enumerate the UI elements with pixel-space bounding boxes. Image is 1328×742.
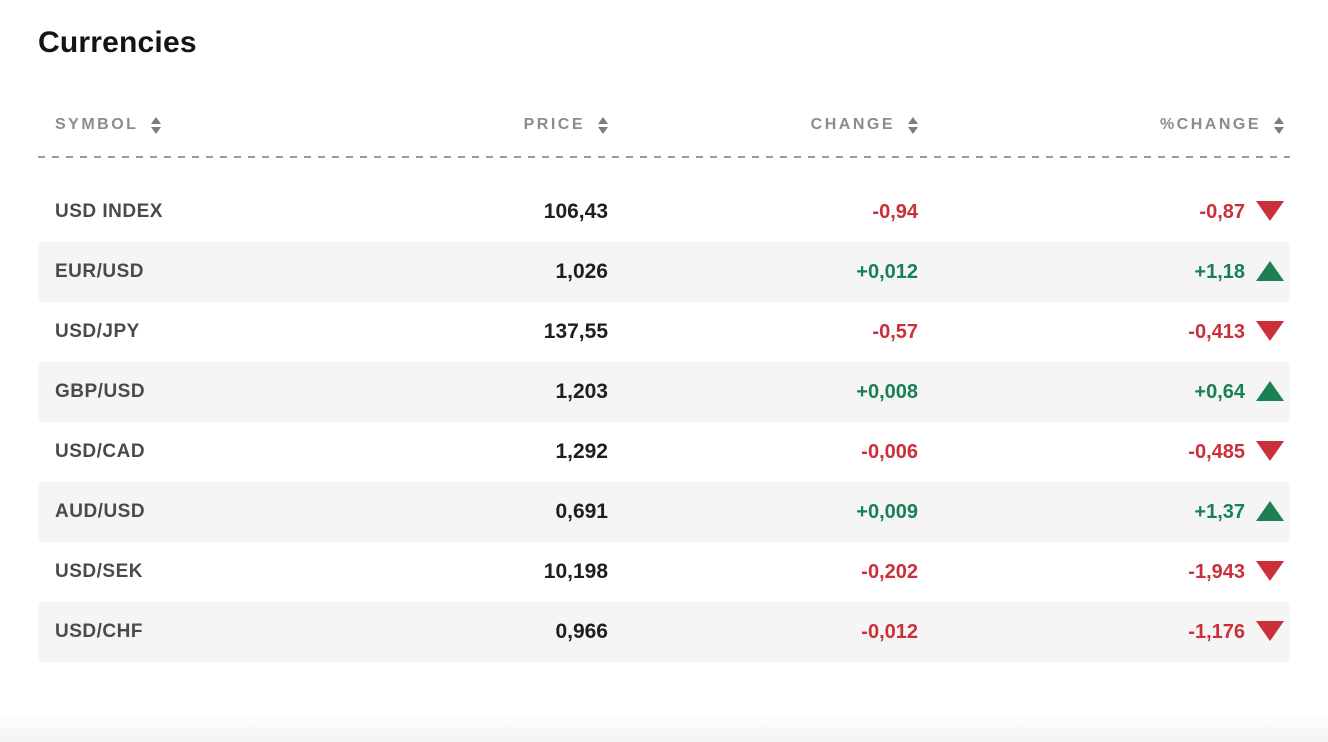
- down-triangle-icon: [1256, 321, 1284, 341]
- symbol-cell: GBP/USD: [55, 381, 146, 402]
- column-header-symbol[interactable]: SYMBOL: [38, 116, 368, 134]
- pct-change-value: -1,176: [1188, 620, 1245, 643]
- symbol-cell: USD/CAD: [55, 441, 146, 462]
- pct-change-value: -0,485: [1188, 440, 1245, 463]
- table-row[interactable]: GBP/USD 1,203 +0,008 +0,64: [38, 362, 1290, 422]
- table-body: USD INDEX 106,43 -0,94 -0,87 EUR/USD 1,0…: [38, 182, 1290, 662]
- change-cell: -0,202: [861, 560, 918, 583]
- up-triangle-icon: [1256, 261, 1284, 281]
- price-cell: 0,691: [555, 500, 608, 523]
- down-triangle-icon: [1256, 561, 1284, 581]
- column-header-change[interactable]: CHANGE: [608, 116, 918, 134]
- table-row[interactable]: USD INDEX 106,43 -0,94 -0,87: [38, 182, 1290, 242]
- pct-change-value: -1,943: [1188, 560, 1245, 583]
- table-row[interactable]: USD/CAD 1,292 -0,006 -0,485: [38, 422, 1290, 482]
- table-row[interactable]: AUD/USD 0,691 +0,009 +1,37: [38, 482, 1290, 542]
- sort-arrows-icon[interactable]: [908, 116, 918, 134]
- pct-change-value: -0,87: [1199, 200, 1245, 223]
- up-triangle-icon: [1256, 501, 1284, 521]
- pct-change-cell: +0,64: [918, 381, 1290, 404]
- change-cell: +0,012: [856, 260, 918, 283]
- sort-arrows-icon[interactable]: [598, 116, 608, 134]
- column-header-symbol-label: SYMBOL: [55, 116, 139, 133]
- pct-change-value: +1,37: [1194, 500, 1245, 523]
- price-cell: 10,198: [543, 560, 608, 583]
- symbol-cell: USD/SEK: [55, 561, 143, 582]
- table-row[interactable]: USD/SEK 10,198 -0,202 -1,943: [38, 542, 1290, 602]
- price-cell: 1,203: [555, 380, 608, 403]
- change-cell: +0,009: [856, 500, 918, 523]
- symbol-cell: AUD/USD: [55, 501, 146, 522]
- pct-change-cell: -0,87: [918, 201, 1290, 224]
- table-header-row: SYMBOL PRICE CHANGE %CHANGE: [38, 116, 1290, 158]
- pct-change-value: +0,64: [1194, 380, 1245, 403]
- symbol-cell: EUR/USD: [55, 261, 145, 282]
- price-cell: 1,292: [555, 440, 608, 463]
- pct-change-cell: +1,37: [918, 501, 1290, 524]
- change-cell: -0,006: [861, 440, 918, 463]
- symbol-cell: USD INDEX: [55, 201, 163, 222]
- column-header-price-label: PRICE: [523, 116, 585, 133]
- pct-change-cell: -1,176: [918, 621, 1290, 644]
- pct-change-cell: -0,413: [918, 321, 1290, 344]
- symbol-cell: USD/JPY: [55, 321, 140, 342]
- down-triangle-icon: [1256, 201, 1284, 221]
- currencies-widget: Currencies SYMBOL PRICE CHANGE %CHANGE U…: [38, 26, 1290, 662]
- change-cell: -0,94: [872, 200, 918, 223]
- pct-change-value: +1,18: [1194, 260, 1245, 283]
- column-header-price[interactable]: PRICE: [368, 116, 608, 134]
- down-triangle-icon: [1256, 441, 1284, 461]
- change-cell: +0,008: [856, 380, 918, 403]
- price-cell: 106,43: [543, 200, 608, 223]
- change-cell: -0,012: [861, 620, 918, 643]
- column-header-pct-change[interactable]: %CHANGE: [918, 116, 1290, 134]
- up-triangle-icon: [1256, 381, 1284, 401]
- table-row[interactable]: USD/JPY 137,55 -0,57 -0,413: [38, 302, 1290, 362]
- symbol-cell: USD/CHF: [55, 621, 143, 642]
- next-section-edge: [0, 712, 1328, 742]
- page-title: Currencies: [38, 26, 197, 59]
- sort-arrows-icon[interactable]: [151, 116, 162, 134]
- price-cell: 0,966: [555, 620, 608, 643]
- price-cell: 137,55: [543, 320, 608, 343]
- table-row[interactable]: USD/CHF 0,966 -0,012 -1,176: [38, 602, 1290, 662]
- pct-change-value: -0,413: [1188, 320, 1245, 343]
- pct-change-cell: +1,18: [918, 261, 1290, 284]
- column-header-pct-change-label: %CHANGE: [1159, 116, 1261, 133]
- column-header-change-label: CHANGE: [810, 116, 895, 133]
- price-cell: 1,026: [555, 260, 608, 283]
- change-cell: -0,57: [872, 320, 918, 343]
- sort-arrows-icon[interactable]: [1274, 116, 1284, 134]
- pct-change-cell: -1,943: [918, 561, 1290, 584]
- pct-change-cell: -0,485: [918, 441, 1290, 464]
- down-triangle-icon: [1256, 621, 1284, 641]
- table-row[interactable]: EUR/USD 1,026 +0,012 +1,18: [38, 242, 1290, 302]
